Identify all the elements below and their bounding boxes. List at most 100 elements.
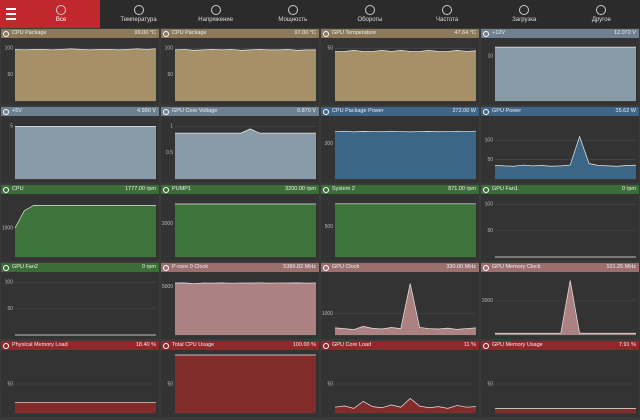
panel: GPU Fan1 0 rpm 50 100 <box>481 185 639 261</box>
panel-header: PUMP1 3200.00 rpm <box>161 185 319 194</box>
panel-title: System 2 <box>332 186 355 192</box>
panel-title: GPU Core Voltage <box>172 108 218 114</box>
area <box>495 136 636 179</box>
panel-icon <box>163 342 169 349</box>
panel-icon <box>163 186 169 193</box>
panel-icon <box>163 108 169 115</box>
nav-tab[interactable]: Все <box>22 0 100 28</box>
panel: PUMP1 3200.00 rpm 2000 <box>161 185 319 261</box>
panel-icon <box>3 186 9 193</box>
area <box>335 50 476 101</box>
panel-header: GPU Core Voltage 0.870 V <box>161 107 319 116</box>
panel: Physical Memory Load 18.40 % 50 <box>1 341 159 417</box>
panel-title: +5V <box>12 108 22 114</box>
panel-value: 18.40 % <box>135 342 156 348</box>
y-tick-label: 50 <box>167 381 173 387</box>
y-tick-label: 1000 <box>2 225 13 231</box>
panel-header: +12V 12.072 V <box>481 29 639 38</box>
nav-tab[interactable]: Напряжение <box>177 0 254 28</box>
y-tick-label: 5000 <box>162 284 173 290</box>
panel-chart: 50 <box>327 381 477 414</box>
line <box>174 282 317 285</box>
tab-label: Температура <box>120 17 157 23</box>
panel: GPU Core Load 11 % 50 <box>321 341 479 417</box>
panel-header: CPU Package 99.00 °C <box>1 29 159 38</box>
panel-value: 0 rpm <box>621 186 636 192</box>
y-tick-label: 1 <box>170 124 173 130</box>
panel-title: GPU Power <box>492 108 522 114</box>
area <box>15 48 156 101</box>
panel-value: 330.00 MHz <box>446 264 476 270</box>
panel-icon <box>483 30 489 37</box>
nav-bar: Все Температура Напряжение Мощность Обороты Ч… <box>0 0 640 28</box>
panel-value: 0 rpm <box>141 264 156 270</box>
tab-label: Другое <box>591 17 611 23</box>
panel-header: GPU Memory Usage 7.91 % <box>481 341 639 350</box>
area <box>495 408 636 413</box>
panel: P-core 0 Clock 5386.82 MHz 5000 <box>161 263 319 339</box>
y-tick-label: 50 <box>7 306 13 312</box>
panel: GPU Power 35.62 W 50 100 <box>481 107 639 183</box>
y-tick-label: 2000 <box>162 221 173 227</box>
panel: System 2 871.00 rpm 500 <box>321 185 479 261</box>
panel-icon <box>323 30 329 37</box>
y-tick-label: 50 <box>487 157 493 163</box>
menu-icon <box>6 8 16 20</box>
panel-header: GPU Fan1 0 rpm <box>481 185 639 194</box>
panel: GPU Temperature 47.64 °C 50 <box>321 29 479 105</box>
panel-value: 1777.00 rpm <box>125 186 156 192</box>
panel-chart: 50 100 <box>165 46 316 102</box>
panel-value: 7.91 % <box>618 342 636 348</box>
y-tick-label: 0.5 <box>166 150 173 156</box>
panel: GPU Memory Usage 7.91 % 50 <box>481 341 639 417</box>
panel-chart: 1000 <box>322 283 477 336</box>
y-tick-label: 10 <box>487 54 493 60</box>
panel: CPU Package 97.00 °C 50 100 <box>161 29 319 105</box>
panel-header: GPU Memory Clock 101.25 MHz <box>481 263 639 272</box>
panel-title: CPU Package <box>172 30 207 36</box>
nav-tab[interactable]: Мощность <box>254 0 331 28</box>
panel-title: CPU <box>12 186 24 192</box>
line <box>334 398 477 409</box>
panel-chart: 50 <box>487 381 636 414</box>
panel-chart: 50 100 <box>485 202 636 258</box>
nav-tab[interactable]: Другое <box>563 0 640 28</box>
panel-header: System 2 871.00 rpm <box>321 185 479 194</box>
panel-chart: 50 <box>167 354 316 414</box>
area <box>335 203 476 257</box>
area <box>335 398 476 413</box>
panel: GPU Fan2 0 rpm 50 100 <box>1 263 159 339</box>
area <box>335 283 476 335</box>
y-tick-label: 100 <box>5 46 14 52</box>
menu-button[interactable] <box>0 0 22 28</box>
nav-tab[interactable]: Обороты <box>331 0 408 28</box>
panel-icon <box>3 108 9 115</box>
panel-chart: 5000 <box>162 282 317 336</box>
y-tick-label: 50 <box>487 228 493 234</box>
panel-icon <box>323 264 329 271</box>
nav-tab[interactable]: Частота <box>409 0 486 28</box>
y-tick-label: 50 <box>327 46 333 52</box>
panel-header: CPU Package Power 272.00 W <box>321 107 479 116</box>
panel-icon <box>3 342 9 349</box>
panel: CPU Package Power 272.00 W 200 <box>321 107 479 183</box>
panel-icon <box>483 264 489 271</box>
panel-header: GPU Power 35.62 W <box>481 107 639 116</box>
panel-title: GPU Clock <box>332 264 360 270</box>
y-tick-label: 100 <box>485 202 494 208</box>
panel-value: 99.00 °C <box>134 30 156 36</box>
panel-header: GPU Temperature 47.64 °C <box>321 29 479 38</box>
tab-label: Мощность <box>278 17 308 23</box>
line <box>494 135 637 167</box>
nav-tab[interactable]: Загрузка <box>486 0 563 28</box>
panel-chart: 50 <box>327 46 477 102</box>
panel-icon <box>483 108 489 115</box>
tab-icon <box>442 5 453 15</box>
nav-tab[interactable]: Температура <box>100 0 177 28</box>
panel-title: CPU Package <box>12 30 47 36</box>
panel: CPU 1777.00 rpm 1000 <box>1 185 159 261</box>
tab-label: Обороты <box>357 17 383 23</box>
panel-chart: 0.51 <box>166 124 316 180</box>
panel-title: Physical Memory Load <box>12 342 68 348</box>
